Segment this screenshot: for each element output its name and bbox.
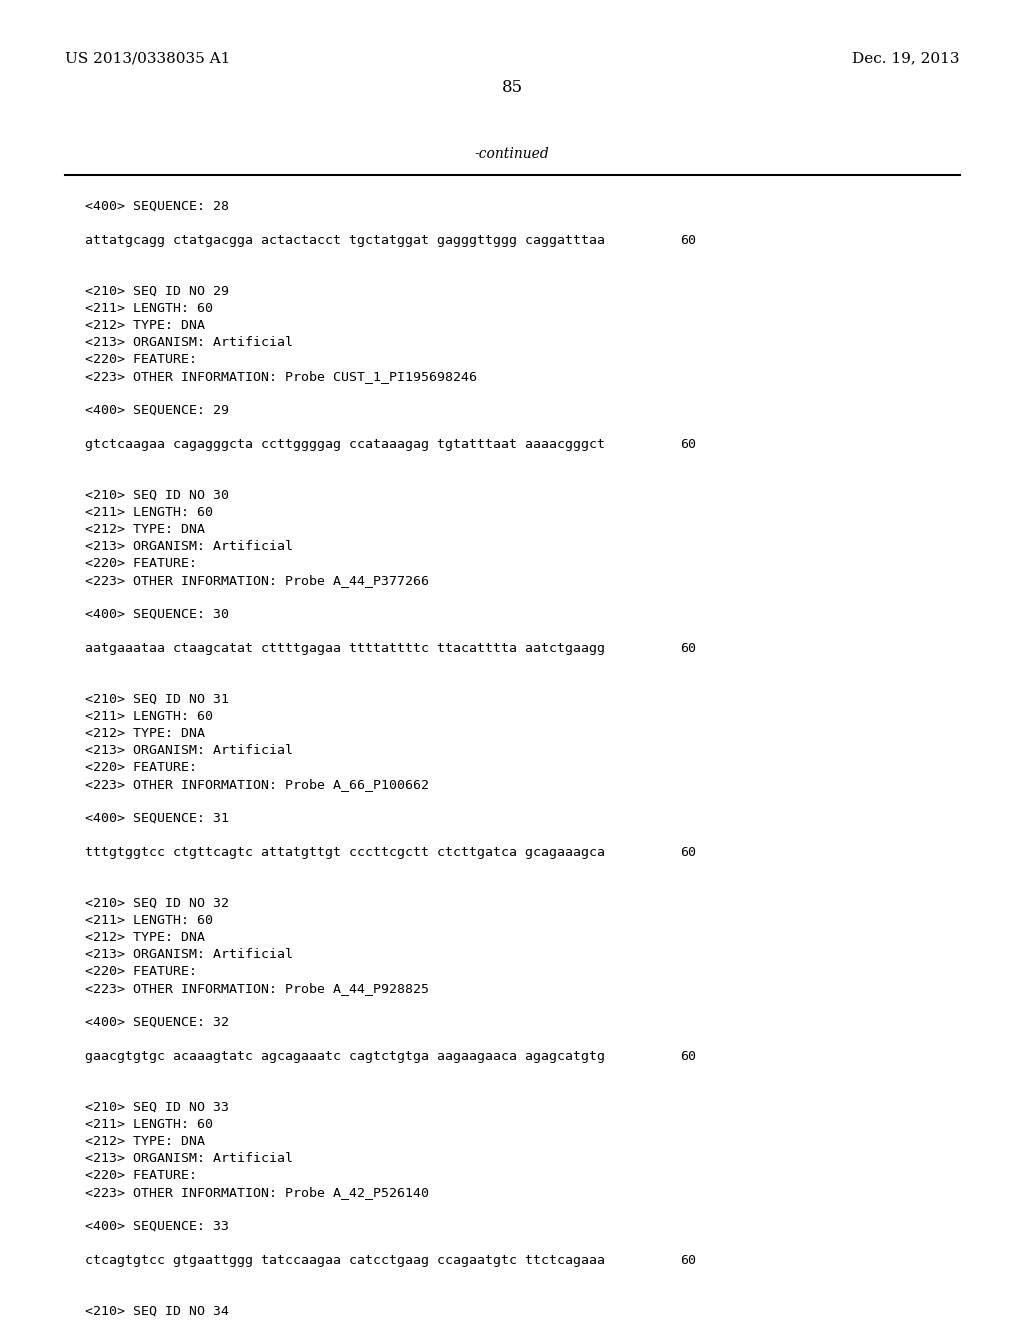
Text: <220> FEATURE:: <220> FEATURE:: [85, 762, 197, 774]
Text: 60: 60: [680, 1254, 696, 1267]
Text: <223> OTHER INFORMATION: Probe A_44_P377266: <223> OTHER INFORMATION: Probe A_44_P377…: [85, 574, 429, 587]
Text: ctcagtgtcc gtgaattggg tatccaagaa catcctgaag ccagaatgtc ttctcagaaa: ctcagtgtcc gtgaattggg tatccaagaa catcctg…: [85, 1254, 605, 1267]
Text: <213> ORGANISM: Artificial: <213> ORGANISM: Artificial: [85, 337, 293, 348]
Text: aatgaaataa ctaagcatat cttttgagaa ttttattttc ttacatttta aatctgaagg: aatgaaataa ctaagcatat cttttgagaa ttttatt…: [85, 642, 605, 655]
Text: <400> SEQUENCE: 30: <400> SEQUENCE: 30: [85, 609, 229, 620]
Text: <213> ORGANISM: Artificial: <213> ORGANISM: Artificial: [85, 744, 293, 756]
Text: attatgcagg ctatgacgga actactacct tgctatggat gagggttggg caggatttaa: attatgcagg ctatgacgga actactacct tgctatg…: [85, 234, 605, 247]
Text: <212> TYPE: DNA: <212> TYPE: DNA: [85, 727, 205, 741]
Text: <210> SEQ ID NO 34: <210> SEQ ID NO 34: [85, 1305, 229, 1317]
Text: 60: 60: [680, 234, 696, 247]
Text: 85: 85: [502, 79, 522, 96]
Text: <223> OTHER INFORMATION: Probe A_66_P100662: <223> OTHER INFORMATION: Probe A_66_P100…: [85, 777, 429, 791]
Text: <211> LENGTH: 60: <211> LENGTH: 60: [85, 913, 213, 927]
Text: <400> SEQUENCE: 33: <400> SEQUENCE: 33: [85, 1220, 229, 1233]
Text: <212> TYPE: DNA: <212> TYPE: DNA: [85, 523, 205, 536]
Text: <400> SEQUENCE: 28: <400> SEQUENCE: 28: [85, 201, 229, 213]
Text: gtctcaagaa cagagggcta ccttggggag ccataaagag tgtatttaat aaaacgggct: gtctcaagaa cagagggcta ccttggggag ccataaa…: [85, 438, 605, 451]
Text: US 2013/0338035 A1: US 2013/0338035 A1: [65, 51, 230, 65]
Text: <210> SEQ ID NO 32: <210> SEQ ID NO 32: [85, 898, 229, 909]
Text: <211> LENGTH: 60: <211> LENGTH: 60: [85, 1118, 213, 1131]
Text: <223> OTHER INFORMATION: Probe A_42_P526140: <223> OTHER INFORMATION: Probe A_42_P526…: [85, 1185, 429, 1199]
Text: gaacgtgtgc acaaagtatc agcagaaatc cagtctgtga aagaagaaca agagcatgtg: gaacgtgtgc acaaagtatc agcagaaatc cagtctg…: [85, 1049, 605, 1063]
Text: <400> SEQUENCE: 32: <400> SEQUENCE: 32: [85, 1016, 229, 1030]
Text: <212> TYPE: DNA: <212> TYPE: DNA: [85, 319, 205, 333]
Text: <223> OTHER INFORMATION: Probe CUST_1_PI195698246: <223> OTHER INFORMATION: Probe CUST_1_PI…: [85, 370, 477, 383]
Text: <223> OTHER INFORMATION: Probe A_44_P928825: <223> OTHER INFORMATION: Probe A_44_P928…: [85, 982, 429, 995]
Text: <220> FEATURE:: <220> FEATURE:: [85, 1170, 197, 1181]
Text: <210> SEQ ID NO 31: <210> SEQ ID NO 31: [85, 693, 229, 706]
Text: 60: 60: [680, 1049, 696, 1063]
Text: -continued: -continued: [475, 147, 549, 161]
Text: <213> ORGANISM: Artificial: <213> ORGANISM: Artificial: [85, 948, 293, 961]
Text: 60: 60: [680, 438, 696, 451]
Text: <210> SEQ ID NO 30: <210> SEQ ID NO 30: [85, 488, 229, 502]
Text: <220> FEATURE:: <220> FEATURE:: [85, 352, 197, 366]
Text: <212> TYPE: DNA: <212> TYPE: DNA: [85, 1135, 205, 1148]
Text: <400> SEQUENCE: 29: <400> SEQUENCE: 29: [85, 404, 229, 417]
Text: <213> ORGANISM: Artificial: <213> ORGANISM: Artificial: [85, 540, 293, 553]
Text: <210> SEQ ID NO 33: <210> SEQ ID NO 33: [85, 1101, 229, 1114]
Text: 60: 60: [680, 846, 696, 859]
Text: <212> TYPE: DNA: <212> TYPE: DNA: [85, 931, 205, 944]
Text: 60: 60: [680, 642, 696, 655]
Text: <213> ORGANISM: Artificial: <213> ORGANISM: Artificial: [85, 1152, 293, 1166]
Text: <211> LENGTH: 60: <211> LENGTH: 60: [85, 710, 213, 723]
Text: <210> SEQ ID NO 29: <210> SEQ ID NO 29: [85, 285, 229, 298]
Text: <400> SEQUENCE: 31: <400> SEQUENCE: 31: [85, 812, 229, 825]
Text: Dec. 19, 2013: Dec. 19, 2013: [853, 51, 961, 65]
Text: <220> FEATURE:: <220> FEATURE:: [85, 965, 197, 978]
Text: tttgtggtcc ctgttcagtc attatgttgt cccttcgctt ctcttgatca gcagaaagca: tttgtggtcc ctgttcagtc attatgttgt cccttcg…: [85, 846, 605, 859]
Text: <220> FEATURE:: <220> FEATURE:: [85, 557, 197, 570]
Text: <211> LENGTH: 60: <211> LENGTH: 60: [85, 302, 213, 315]
Text: <211> LENGTH: 60: <211> LENGTH: 60: [85, 506, 213, 519]
